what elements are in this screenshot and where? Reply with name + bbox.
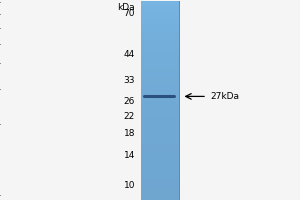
Text: 22: 22 (124, 112, 135, 121)
Text: kDa: kDa (117, 3, 135, 12)
Text: 44: 44 (124, 50, 135, 59)
Text: 10: 10 (124, 181, 135, 190)
Text: 26: 26 (124, 97, 135, 106)
Text: 70: 70 (124, 9, 135, 18)
Text: 18: 18 (124, 129, 135, 138)
Text: 27kDa: 27kDa (210, 92, 239, 101)
Text: 14: 14 (124, 151, 135, 160)
Text: 33: 33 (124, 76, 135, 85)
